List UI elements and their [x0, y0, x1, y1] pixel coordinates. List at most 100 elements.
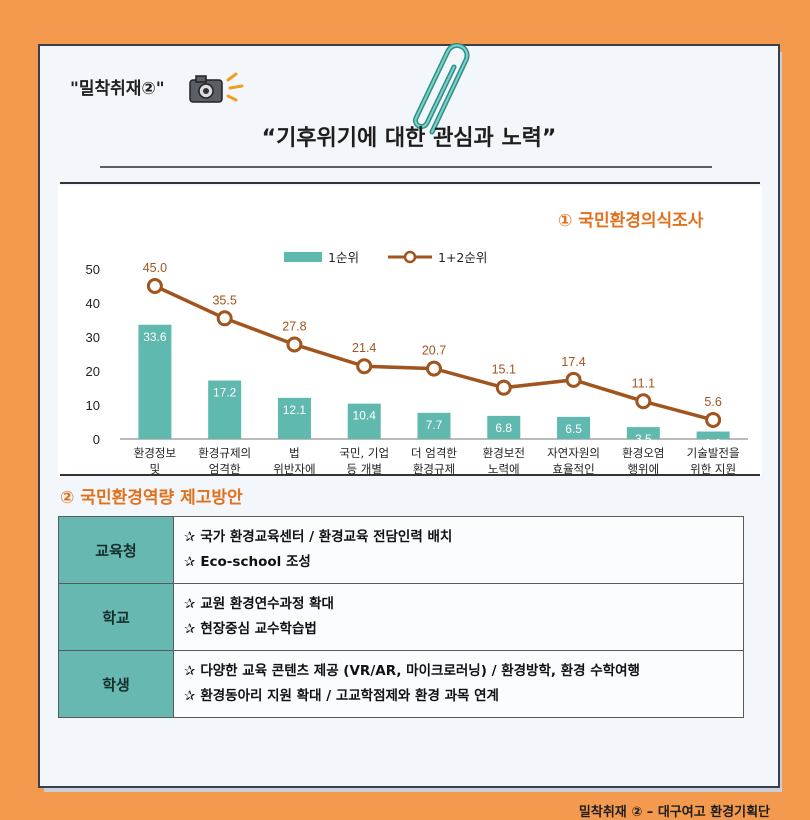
x-tick-label: 위한 지원: [690, 462, 736, 476]
x-tick-label: 엄격한: [209, 462, 241, 476]
x-tick-label: 환경보전: [483, 446, 525, 460]
plan-table: 교육청 ✰ 국가 환경교육센터 / 환경교육 전담인력 배치 ✰ Eco-school …: [58, 516, 744, 718]
line-point: [705, 411, 722, 428]
x-tick-label: 국민, 기업: [339, 446, 389, 460]
x-tick-label: 자연자원의: [547, 446, 600, 460]
plan-actor: 학생: [58, 650, 174, 718]
line-point: [635, 393, 652, 410]
bar: [557, 416, 591, 439]
bar: [696, 431, 730, 439]
bar-data-label: 6.8: [495, 421, 512, 435]
bar-data-label: 2.2: [705, 437, 722, 451]
bar-data-label: 10.4: [353, 409, 377, 423]
x-tick-label: 행위에: [627, 462, 659, 476]
survey-chart: 0 10 20 30 40 50 33.6 17.2 12.1 10.4 7.7 6.8 6.5 3.5 2…: [86, 250, 748, 476]
legend-swatch-bar: [284, 252, 322, 262]
line-point: [216, 310, 233, 327]
plan-items: ✰ 국가 환경교육센터 / 환경교육 전담인력 배치 ✰ Eco-school 조성: [173, 516, 744, 584]
star-icon: ✰: [184, 663, 196, 679]
line-point: [286, 336, 303, 353]
bar: [277, 397, 311, 439]
bar-data-label: 7.7: [426, 418, 443, 432]
star-icon: ✰: [184, 621, 196, 637]
star-icon: ✰: [184, 554, 196, 570]
bar: [138, 324, 172, 439]
plan-row: 교육청 ✰ 국가 환경교육센터 / 환경교육 전담인력 배치 ✰ Eco-school …: [58, 516, 744, 584]
legend-label-line: 1+2순위: [438, 250, 487, 265]
x-tick-label: 환경규제의: [198, 446, 251, 460]
x-tick-label: 더 엄격한: [411, 446, 457, 460]
section-title-survey: ① 국민환경의식조사: [558, 211, 704, 231]
bar-data-label: 6.5: [565, 422, 582, 436]
plan-item-text: 국가 환경교육센터 / 환경교육 전담인력 배치: [200, 529, 453, 545]
line-data-label: 45.0: [143, 261, 167, 275]
plan-items: ✰ 다양한 교육 콘텐츠 제공 (VR/AR, 마이크로러닝) / 환경방학, 환…: [173, 650, 744, 718]
y-tick-label: 30: [86, 330, 100, 345]
bar: [347, 403, 381, 439]
plan-item-text: 교원 환경연수과정 확대: [200, 596, 334, 612]
line-data-label: 21.4: [352, 341, 376, 355]
x-tick-label: 법: [289, 446, 300, 460]
x-tick-label: 환경규제: [413, 462, 455, 476]
plan-item: ✰ Eco-school 조성: [184, 550, 733, 575]
plan-item-text: 다양한 교육 콘텐츠 제공 (VR/AR, 마이크로러닝) / 환경방학, 환경…: [200, 663, 640, 679]
article-tag: "밀착취재②": [70, 79, 165, 99]
x-tick-label: 환경오염: [622, 446, 664, 460]
camera-icon: [189, 72, 244, 103]
plan-item: ✰ 교원 환경연수과정 확대: [184, 592, 733, 617]
line-point: [495, 379, 512, 396]
star-icon: ✰: [184, 529, 196, 545]
x-tick-label: 노력에: [488, 462, 520, 476]
line-point: [146, 278, 163, 294]
chart-frame: [60, 182, 760, 476]
bar-data-label: 17.2: [213, 386, 237, 400]
x-tick-label: 기술발전을: [687, 446, 740, 460]
y-tick-label: 0: [93, 432, 100, 447]
plan-row: 학교 ✰ 교원 환경연수과정 확대 ✰ 현장중심 교수학습법: [58, 583, 744, 651]
line-point: [356, 358, 373, 375]
plan-items: ✰ 교원 환경연수과정 확대 ✰ 현장중심 교수학습법: [173, 583, 744, 651]
section-title-plan: ② 국민환경역량 제고방안: [60, 488, 243, 508]
star-icon: ✰: [184, 688, 196, 704]
legend-marker-line: [403, 250, 417, 264]
bar: [208, 380, 242, 439]
plan-row: 학생 ✰ 다양한 교육 콘텐츠 제공 (VR/AR, 마이크로러닝) / 환경방학,…: [58, 650, 744, 718]
bar-data-label: 12.1: [283, 403, 307, 417]
paperclip-icon: [412, 42, 470, 135]
y-tick-label: 50: [86, 262, 100, 277]
plan-item-text: Eco-school 조성: [200, 554, 311, 570]
line-data-label: 35.5: [212, 293, 236, 307]
plan-item: ✰ 국가 환경교육센터 / 환경교육 전담인력 배치: [184, 525, 733, 550]
footer-credit: 밀착취재 ② – 대구여고 환경기획단: [578, 805, 770, 820]
x-tick-label: 효율적인: [552, 462, 594, 476]
title-divider: [100, 166, 712, 168]
plan-actor: 학교: [58, 583, 174, 651]
line-point: [565, 371, 582, 388]
line-data-label: 5.6: [704, 395, 721, 409]
plan-item: ✰ 현장중심 교수학습법: [184, 617, 733, 642]
line-data-label: 11.1: [632, 376, 655, 390]
plan-item: ✰ 다양한 교육 콘텐츠 제공 (VR/AR, 마이크로러닝) / 환경방학, 환…: [184, 659, 733, 684]
line-point: [426, 360, 442, 377]
plan-actor: 교육청: [58, 516, 174, 584]
page-title: “기후위기에 대한 관심과 노력”: [261, 126, 557, 151]
plan-item-text: 현장중심 교수학습법: [200, 621, 317, 637]
x-tick-label: 등 개별: [347, 462, 382, 476]
x-tick-label: 및: [150, 462, 161, 476]
y-tick-label: 40: [86, 296, 100, 311]
plan-item-text: 환경동아리 지원 확대 / 고교학점제와 환경 과목 연계: [200, 688, 499, 704]
y-tick-label: 10: [86, 398, 100, 413]
line-data-label: 15.1: [492, 363, 516, 377]
line-data-label: 20.7: [422, 344, 446, 358]
bar: [417, 412, 451, 439]
plan-item: ✰ 환경동아리 지원 확대 / 고교학점제와 환경 과목 연계: [184, 684, 733, 709]
bar: [626, 427, 660, 439]
bar: [487, 415, 521, 439]
star-icon: ✰: [184, 596, 196, 612]
line-data-label: 27.8: [282, 319, 306, 333]
line-data-label: 17.4: [561, 355, 585, 369]
bar-data-label: 3.5: [635, 432, 652, 446]
legend-label-bar: 1순위: [328, 250, 359, 265]
y-tick-label: 20: [86, 364, 100, 379]
news-card: "밀착취재②" “기후위기에 대한 관심과 노력” 0 10 20 30 40 50 33.…: [38, 42, 780, 820]
